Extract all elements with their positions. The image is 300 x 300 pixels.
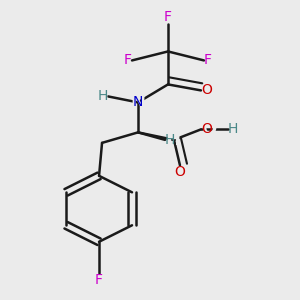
Text: F: F — [95, 273, 103, 287]
Text: N: N — [133, 95, 143, 110]
Text: F: F — [162, 7, 174, 25]
Text: H: H — [165, 133, 175, 147]
Text: F: F — [120, 51, 132, 69]
Text: H: H — [98, 89, 108, 103]
Text: O: O — [201, 83, 212, 98]
Text: H: H — [165, 131, 180, 149]
Text: F: F — [93, 273, 105, 291]
Text: F: F — [124, 53, 132, 68]
Text: O: O — [201, 120, 216, 138]
Text: H: H — [228, 120, 243, 138]
Text: H: H — [93, 87, 108, 105]
Text: O: O — [201, 81, 216, 99]
Text: F: F — [164, 11, 172, 25]
Text: O: O — [172, 165, 188, 183]
Text: F: F — [204, 53, 212, 68]
Text: H: H — [228, 122, 238, 136]
Text: O: O — [201, 122, 212, 136]
Text: N: N — [130, 93, 146, 111]
Text: O: O — [175, 165, 185, 179]
Text: F: F — [204, 51, 216, 69]
